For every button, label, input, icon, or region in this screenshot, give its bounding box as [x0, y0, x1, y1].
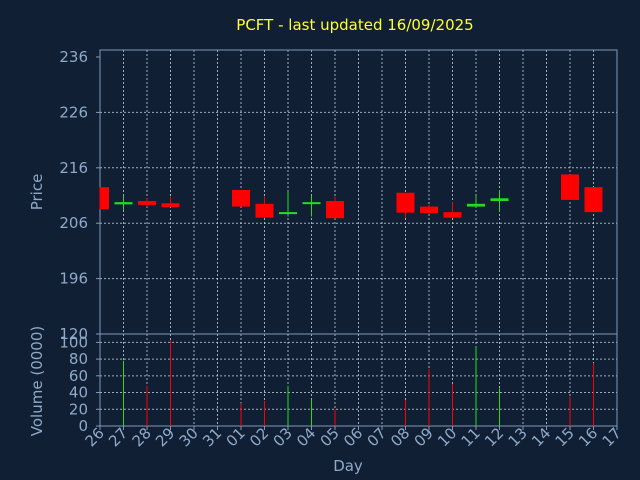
volume-tick-label: 20: [69, 400, 88, 418]
price-tick-label: 206: [59, 214, 88, 232]
price-axis: 236 226 216 206 196 120: [59, 48, 100, 343]
x-tick-label: 02: [246, 424, 272, 450]
candle-body: [279, 212, 297, 215]
x-tick-label: 31: [199, 424, 225, 450]
x-tick-label: 27: [105, 424, 131, 450]
x-tick-label: 11: [458, 424, 484, 450]
candle-body: [232, 189, 250, 207]
candle-body: [302, 202, 321, 205]
candle-body: [443, 212, 462, 218]
x-axis-label: Day: [333, 457, 363, 475]
x-tick-label: 29: [152, 424, 178, 450]
price-tick-label: 236: [59, 48, 88, 66]
candle-body: [467, 203, 485, 207]
candle-body: [561, 174, 579, 200]
x-tick-label: 03: [270, 424, 296, 450]
price-tick-label: 216: [59, 159, 88, 177]
x-tick-label: 06: [340, 424, 366, 450]
candle-body: [114, 202, 133, 205]
candles: [99, 174, 603, 219]
x-tick-label: 12: [481, 424, 507, 450]
x-tick-label: 30: [176, 424, 202, 450]
x-tick-label: 08: [387, 424, 413, 450]
x-tick-label: 16: [575, 424, 601, 450]
x-tick-label: 04: [293, 424, 319, 450]
candle-body: [396, 192, 415, 213]
chart-title: PCFT - last updated 16/09/2025: [236, 16, 473, 34]
candle-body: [100, 187, 109, 210]
volume-tick-label: 0: [78, 417, 88, 435]
volume-tick-label: 60: [69, 367, 88, 385]
volume-tick-label: 100: [59, 333, 88, 351]
volume-tick-label: 80: [69, 350, 88, 368]
candle-body: [161, 203, 180, 208]
x-tick-label: 13: [505, 424, 531, 450]
grid: [100, 50, 617, 426]
x-tick-label: 10: [434, 424, 460, 450]
candle-body: [255, 203, 274, 218]
x-tick-label: 17: [599, 424, 625, 450]
price-tick-label: 196: [59, 270, 88, 288]
candle-body: [490, 198, 509, 202]
volume-tick-label: 40: [69, 384, 88, 402]
x-tick-label: 05: [317, 424, 343, 450]
candle-body: [584, 187, 603, 213]
x-tick-label: 14: [528, 424, 554, 450]
x-tick-label: 28: [129, 424, 155, 450]
x-tick-label: 01: [223, 424, 249, 450]
x-tick-label: 15: [552, 424, 578, 450]
candle-body: [326, 201, 344, 219]
volume-bars: [123, 339, 594, 426]
volume-axis-label: Volume (0000): [28, 326, 46, 436]
candle-body: [420, 206, 438, 214]
x-tick-label: 07: [364, 424, 390, 450]
x-tick-label: 09: [411, 424, 437, 450]
price-tick-label: 226: [59, 103, 88, 121]
candle-body: [138, 201, 156, 205]
y-axis-label: Price: [28, 174, 46, 211]
x-axis: 2627282930310102030405060708091011121314…: [82, 424, 625, 450]
price-tick-label: 120: [59, 325, 88, 343]
